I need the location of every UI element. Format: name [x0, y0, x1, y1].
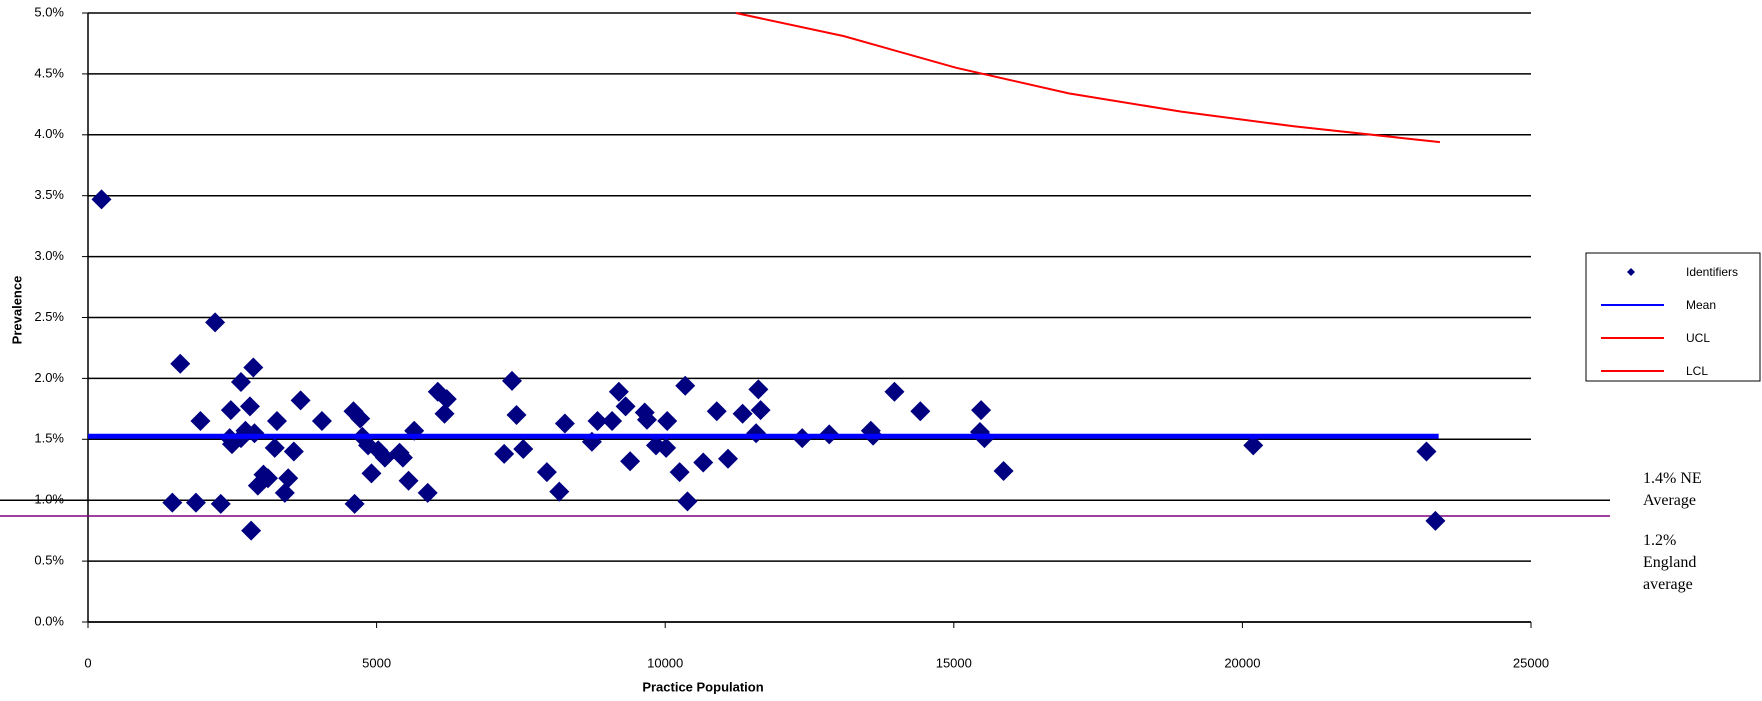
data-point: [220, 400, 241, 421]
data-point: [669, 462, 690, 483]
data-point: [436, 389, 457, 410]
data-point: [656, 437, 677, 458]
legend-label: Mean: [1686, 298, 1716, 312]
data-point: [1416, 441, 1437, 462]
data-point: [750, 400, 771, 421]
y-tick-label: 4.0%: [34, 126, 64, 141]
data-point: [746, 423, 767, 444]
data-point: [170, 353, 191, 374]
data-point: [549, 481, 570, 502]
data-point: [278, 468, 299, 489]
x-tick-label: 15000: [936, 655, 972, 670]
legend-label: LCL: [1686, 364, 1708, 378]
legend-label: UCL: [1686, 331, 1710, 345]
x-tick-label: 5000: [362, 655, 391, 670]
x-axis-title: Practice Population: [642, 679, 763, 694]
data-point: [239, 396, 260, 417]
y-tick-label: 2.5%: [34, 309, 64, 324]
data-point: [205, 312, 226, 333]
data-point: [502, 370, 523, 391]
data-point: [398, 470, 419, 491]
data-point: [392, 447, 413, 468]
data-point: [732, 403, 753, 424]
data-point: [230, 372, 251, 393]
data-point: [494, 443, 515, 464]
y-tick-label: 0.0%: [34, 613, 64, 628]
data-point: [971, 400, 992, 421]
data-point: [554, 413, 575, 434]
reference-annotation: 1.4% NE Average: [1643, 470, 1702, 509]
data-point: [615, 396, 636, 417]
data-point: [884, 381, 905, 402]
y-tick-label: 0.5%: [34, 553, 64, 568]
data-point: [993, 460, 1014, 481]
data-point: [636, 409, 657, 430]
y-tick-label: 1.0%: [34, 492, 64, 507]
data-point: [417, 482, 438, 503]
data-point: [344, 493, 365, 514]
data-point: [748, 379, 769, 400]
data-point: [675, 375, 696, 396]
data-point: [91, 189, 112, 210]
x-tick-label: 10000: [647, 655, 683, 670]
data-point: [311, 411, 332, 432]
y-tick-label: 3.0%: [34, 248, 64, 263]
data-point: [602, 411, 623, 432]
data-point: [677, 491, 698, 512]
data-point: [657, 411, 678, 432]
data-point: [1425, 510, 1446, 531]
data-point: [266, 411, 287, 432]
data-point: [290, 390, 311, 411]
legend-label: Identifiers: [1686, 265, 1738, 279]
data-point: [283, 441, 304, 462]
data-point: [274, 482, 295, 503]
data-point: [257, 468, 278, 489]
data-point: [264, 437, 285, 458]
data-point: [587, 411, 608, 432]
data-point: [190, 411, 211, 432]
data-point: [162, 492, 183, 513]
data-point: [608, 381, 629, 402]
y-tick-label: 5.0%: [34, 4, 64, 19]
data-point: [693, 452, 714, 473]
y-tick-label: 1.5%: [34, 431, 64, 446]
y-tick-label: 2.0%: [34, 370, 64, 385]
data-point: [536, 462, 557, 483]
x-tick-label: 20000: [1224, 655, 1260, 670]
data-point: [243, 357, 264, 378]
x-tick-label: 25000: [1513, 655, 1549, 670]
data-point: [706, 401, 727, 422]
data-point: [434, 403, 455, 424]
y-tick-label: 4.5%: [34, 65, 64, 80]
data-point: [350, 408, 371, 429]
legend-box: [1585, 252, 1761, 382]
legend-marker: [1627, 268, 1635, 276]
reference-annotation: 1.2% England average: [1643, 532, 1697, 593]
data-point: [361, 463, 382, 484]
x-tick-label: 0: [84, 655, 91, 670]
data-point: [210, 493, 231, 514]
data-point: [185, 492, 206, 513]
data-point: [506, 404, 527, 425]
y-tick-label: 3.5%: [34, 187, 64, 202]
data-point: [241, 520, 262, 541]
y-axis-title: Prevalence: [9, 276, 24, 345]
data-point: [910, 401, 931, 422]
data-point: [620, 451, 641, 472]
data-point: [1243, 435, 1264, 456]
data-point: [717, 448, 738, 469]
series-line: [735, 12, 1441, 144]
data-point: [513, 439, 534, 460]
